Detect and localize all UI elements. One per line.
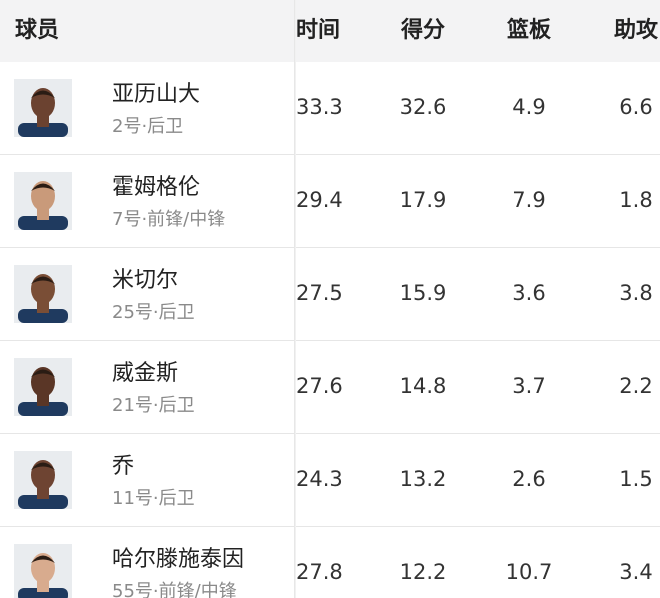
player-row: 哈尔滕施泰因 55号·前锋/中锋 27.8 12.2 10.7 3.4 (0, 527, 660, 598)
stat-value: 27.6 (296, 374, 343, 398)
player-info: 25号·后卫 (112, 302, 195, 323)
stat-value: 12.2 (399, 560, 447, 584)
player-info: 2号·后卫 (112, 116, 184, 137)
player-avatar (14, 79, 72, 137)
stat-value: 15.9 (399, 281, 447, 305)
stat-value: 4.9 (512, 95, 546, 119)
stat-value: 2.6 (512, 467, 546, 491)
player-avatar (14, 172, 72, 230)
stat-value: 1.5 (619, 467, 653, 491)
player-row: 霍姆格伦 7号·前锋/中锋 29.4 17.9 7.9 1.8 (0, 155, 660, 248)
player-info: 7号·前锋/中锋 (112, 209, 226, 230)
column-header: 时间 (296, 18, 341, 43)
stat-value: 10.7 (505, 560, 553, 584)
player-name: 亚历山大 (112, 82, 201, 107)
player-avatar (14, 544, 72, 598)
player-row: 米切尔 25号·后卫 27.5 15.9 3.6 3.8 (0, 248, 660, 341)
player-info: 21号·后卫 (112, 395, 195, 416)
player-avatar (14, 265, 72, 323)
stat-value: 24.3 (296, 467, 343, 491)
stat-value: 3.7 (512, 374, 546, 398)
player-row: 亚历山大 2号·后卫 33.3 32.6 4.9 6.6 (0, 62, 660, 155)
player-name: 乔 (112, 454, 135, 479)
player-row: 威金斯 21号·后卫 27.6 14.8 3.7 2.2 (0, 341, 660, 434)
player-avatar (14, 358, 72, 416)
player-info: 11号·后卫 (112, 488, 195, 509)
stat-value: 3.4 (619, 560, 653, 584)
player-row: 乔 11号·后卫 24.3 13.2 2.6 1.5 (0, 434, 660, 527)
stat-value: 6.6 (619, 95, 653, 119)
stat-value: 7.9 (512, 188, 546, 212)
player-name: 哈尔滕施泰因 (112, 547, 245, 572)
stat-value: 32.6 (399, 95, 447, 119)
stat-value: 14.8 (399, 374, 447, 398)
column-header: 得分 (400, 18, 446, 43)
stat-value: 27.5 (296, 281, 343, 305)
stat-value: 3.6 (512, 281, 546, 305)
player-info: 55号·前锋/中锋 (112, 581, 237, 598)
stat-value: 1.8 (619, 188, 653, 212)
stat-value: 3.8 (619, 281, 653, 305)
stat-value: 17.9 (399, 188, 447, 212)
stat-value: 2.2 (619, 374, 653, 398)
column-header: 篮板 (506, 18, 552, 43)
stat-value: 27.8 (296, 560, 343, 584)
player-name: 米切尔 (112, 268, 179, 293)
column-header: 助攻 (613, 18, 659, 43)
stat-value: 33.3 (296, 95, 343, 119)
player-name: 威金斯 (112, 361, 179, 386)
column-header: 球员 (15, 18, 60, 43)
table-header: 球员 时间 得分 篮板 助攻 (0, 0, 660, 62)
player-avatar (14, 451, 72, 509)
column-divider (294, 0, 296, 598)
player-name: 霍姆格伦 (112, 175, 201, 200)
stat-value: 13.2 (399, 467, 447, 491)
stat-value: 29.4 (296, 188, 343, 212)
